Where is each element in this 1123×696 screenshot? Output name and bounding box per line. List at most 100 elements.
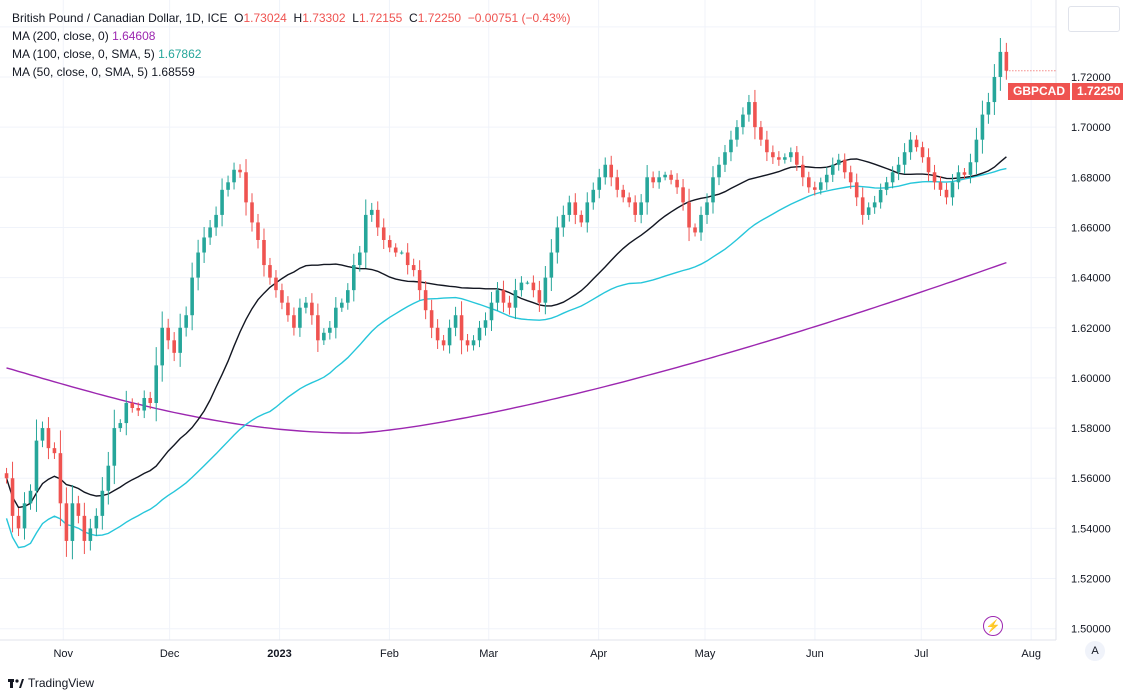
candle-body (932, 172, 937, 183)
candle-body (501, 290, 506, 303)
auto-scale-button[interactable]: A (1085, 641, 1105, 661)
candle-body (537, 290, 542, 303)
candle (603, 157, 608, 185)
candle (447, 319, 452, 354)
legend-ma100-row[interactable]: MA (100, close, 0, SMA, 5) 1.67862 (12, 45, 571, 63)
candle-body (878, 189, 883, 203)
last-price-tag: GBPCAD 1.72250 (1008, 83, 1123, 100)
ma100-line (5, 167, 1007, 549)
legend-low-label: L (352, 11, 359, 25)
candle-body (190, 277, 194, 316)
candle-body (453, 315, 458, 328)
candle-body (621, 189, 625, 198)
legend-ma200-row[interactable]: MA (200, close, 0) 1.64608 (12, 27, 571, 45)
candle-body (280, 290, 284, 303)
x-tick-label: Jun (806, 648, 824, 660)
x-tick-label: Dec (160, 648, 180, 660)
candle (543, 266, 548, 315)
x-tick-label: Jul (914, 648, 928, 660)
candle (106, 451, 111, 505)
candle (322, 328, 326, 345)
candle (896, 156, 901, 181)
candle-body (998, 51, 1003, 77)
candle-body (334, 307, 338, 328)
candle (567, 195, 572, 222)
events-lightning-icon[interactable]: ⚡ (983, 616, 1003, 636)
candle (998, 37, 1003, 91)
candle (310, 293, 314, 325)
candle-body (866, 207, 871, 215)
candle-body (238, 169, 242, 173)
candle (519, 276, 524, 297)
y-tick-label: 1.56000 (1071, 473, 1111, 485)
candle-body (316, 315, 320, 341)
candle (172, 332, 176, 362)
candle (70, 484, 75, 560)
candle-body (70, 503, 75, 541)
candle-body (286, 302, 290, 316)
candle (34, 419, 39, 512)
x-tick-label: Feb (380, 648, 399, 660)
candle-body (860, 197, 865, 215)
candle-body (854, 182, 859, 198)
chart-grid (0, 0, 1056, 640)
candle-body (603, 164, 608, 178)
candle (304, 296, 308, 314)
candle-body (848, 172, 853, 183)
legend-high-value: 1.73302 (302, 11, 346, 25)
candle-body (310, 302, 314, 316)
candle (830, 157, 835, 182)
candle-body (64, 503, 69, 541)
candle-body (268, 265, 272, 278)
candle (986, 92, 991, 124)
candle-body (256, 222, 260, 240)
candle-body (687, 202, 691, 228)
legend-change-value: −0.00751 (−0.43%) (467, 11, 571, 25)
candle-body (40, 428, 45, 441)
candle-body (591, 189, 596, 203)
candle (196, 239, 200, 291)
candle (824, 167, 829, 190)
candle (974, 127, 979, 175)
candle-body (723, 152, 727, 165)
candle-body (447, 327, 452, 346)
candle-body (573, 202, 578, 215)
candle-body (884, 182, 889, 190)
candle (806, 171, 811, 193)
candle-body (16, 515, 21, 529)
candle-body (441, 340, 446, 346)
tradingview-logo[interactable]: TradingView (8, 676, 94, 690)
candle (495, 282, 500, 311)
candle-body (741, 114, 745, 128)
candle (256, 213, 260, 249)
y-tick-label: 1.50000 (1071, 624, 1111, 636)
candle-body (926, 157, 931, 173)
candle (908, 132, 913, 160)
x-tick-label: Mar (479, 648, 498, 660)
candle-body (250, 202, 254, 223)
legend-ma50-row[interactable]: MA (50, close, 0, SMA, 5) 1.68559 (12, 63, 571, 81)
candle (238, 164, 242, 178)
candle (429, 299, 434, 339)
candle-body (471, 340, 476, 346)
candle (848, 165, 853, 189)
legend-ma200-label: MA (200, close, 0) (12, 29, 109, 43)
candle-body (328, 327, 332, 333)
candle-body (944, 189, 949, 198)
y-tick-label: 1.72000 (1071, 72, 1111, 84)
candle-body (651, 177, 655, 183)
candlesticks (4, 37, 1009, 560)
candle-body (387, 239, 392, 248)
candle (220, 178, 224, 227)
candle-body (423, 290, 428, 311)
candle (902, 143, 907, 174)
candle-body (94, 515, 99, 529)
candle-body (477, 327, 482, 341)
candle (747, 94, 751, 122)
candle-body (806, 177, 811, 188)
candle-body (58, 453, 63, 504)
chart-settings-corner[interactable] (1068, 6, 1120, 32)
candle-body (920, 147, 925, 158)
candle (597, 168, 602, 199)
